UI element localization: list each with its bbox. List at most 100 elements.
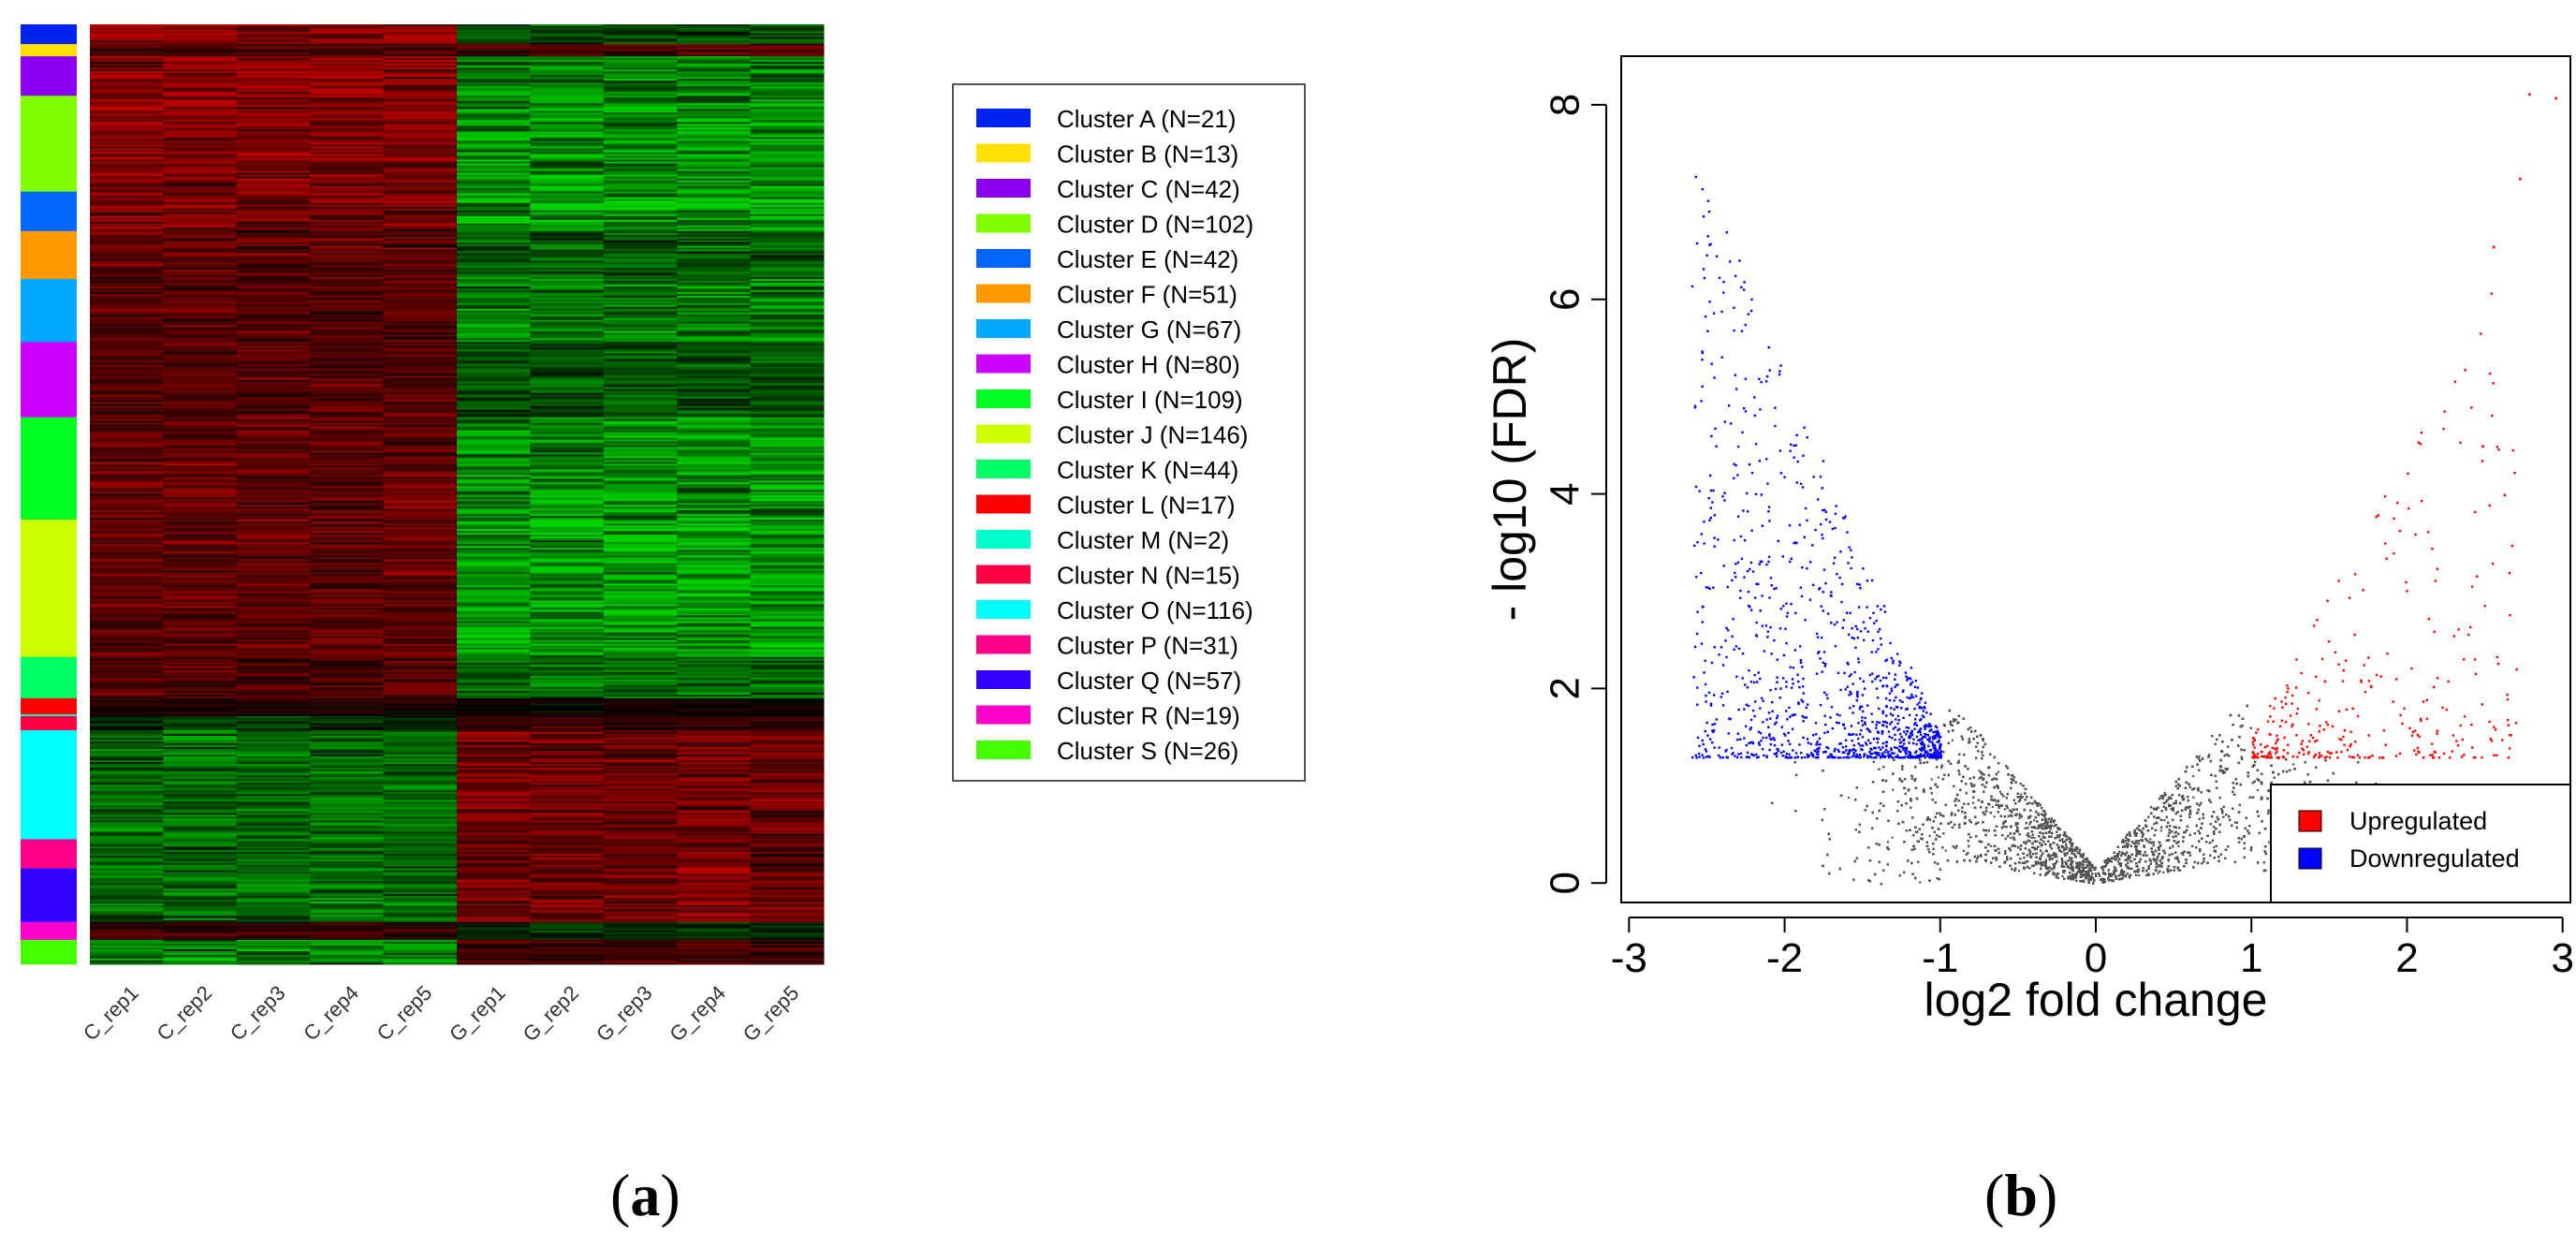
heatmap-cell: [236, 304, 311, 308]
heatmap-cell: [163, 308, 238, 312]
heatmap-cell: [383, 206, 458, 210]
heatmap-cell: [236, 206, 311, 210]
heatmap-cell: [236, 240, 311, 243]
heatmap-cell: [90, 62, 164, 65]
heatmap-cell: [457, 286, 531, 289]
heatmap-cell: [677, 302, 752, 306]
heatmap-cell: [457, 62, 531, 65]
heatmap-cell: [750, 291, 825, 295]
heatmap-cell: [383, 178, 458, 182]
heatmap-cell: [383, 75, 458, 78]
heatmap-cell: [530, 169, 605, 172]
heatmap-cell: [677, 273, 752, 276]
heatmap-cell: [236, 127, 311, 130]
heatmap-cell: [457, 202, 531, 206]
heatmap-cell: [310, 120, 385, 123]
heatmap-cell: [530, 182, 605, 185]
heatmap-cell: [603, 167, 678, 170]
heatmap-cell: [603, 79, 678, 81]
heatmap-cell: [603, 116, 678, 119]
heatmap-cell: [530, 232, 605, 236]
heatmap-cell: [383, 329, 458, 331]
heatmap-cell: [163, 223, 238, 227]
heatmap-cell: [677, 62, 752, 65]
heatmap-cell: [90, 146, 164, 150]
cluster-bar-16: [21, 868, 77, 923]
heatmap-cell: [457, 24, 531, 27]
heatmap-cell: [677, 200, 752, 204]
heatmap-cell: [383, 124, 458, 126]
heatmap-cell: [677, 286, 752, 289]
heatmap-cell: [457, 54, 531, 57]
heatmap-cell: [677, 321, 752, 325]
heatmap-cell: [677, 146, 752, 150]
heatmap-cell: [603, 95, 678, 98]
heatmap-cell: [457, 295, 531, 299]
heatmap-cell: [530, 302, 605, 306]
heatmap-cell: [383, 114, 458, 117]
heatmap-cell: [677, 150, 752, 154]
heatmap-cell: [383, 82, 458, 85]
heatmap-cell: [163, 330, 238, 333]
heatmap-cell: [603, 139, 678, 141]
heatmap-cell: [236, 110, 311, 113]
heatmap-cell: [236, 135, 311, 138]
heatmap-cell: [750, 264, 825, 267]
heatmap-cell: [90, 257, 164, 259]
heatmap-cell: [603, 172, 678, 176]
heatmap-cell: [310, 159, 385, 163]
heatmap-cell: [677, 66, 752, 68]
heatmap-cell: [163, 202, 238, 206]
heatmap-cell: [383, 299, 458, 302]
heatmap-cell: [457, 213, 531, 217]
heatmap-cell: [383, 283, 458, 286]
heatmap-cell: [603, 308, 678, 312]
heatmap-cell: [677, 133, 752, 136]
heatmap-cell: [383, 321, 458, 325]
heatmap-cell: [236, 202, 311, 206]
heatmap-cell: [90, 281, 164, 284]
heatmap-cell: [310, 122, 385, 125]
heatmap-cell: [310, 287, 385, 291]
heatmap-cell: [677, 260, 752, 263]
heatmap-cell: [383, 139, 458, 141]
heatmap-cell: [383, 142, 458, 146]
heatmap-cell: [750, 228, 825, 232]
heatmap-cell: [603, 58, 678, 61]
heatmap-cell: [90, 82, 164, 85]
heatmap-cell: [530, 236, 605, 240]
heatmap-cell: [163, 253, 238, 256]
heatmap-cell: [750, 217, 825, 221]
heatmap-cell: [530, 47, 605, 51]
heatmap-cell: [90, 139, 164, 141]
heatmap-cell: [530, 79, 605, 81]
heatmap-cell: [457, 69, 531, 72]
heatmap-cell: [677, 329, 752, 331]
heatmap-cell: [750, 304, 825, 308]
heatmap-cell: [603, 332, 678, 335]
heatmap-cell: [750, 92, 825, 95]
heatmap-cell: [750, 295, 825, 299]
heatmap-cell: [677, 82, 752, 85]
heatmap-cell: [677, 58, 752, 61]
heatmap-cell: [457, 268, 531, 271]
heatmap-cell: [163, 213, 238, 217]
heatmap-cell: [457, 114, 531, 117]
heatmap-cell: [750, 127, 825, 130]
heatmap-cell: [163, 60, 238, 63]
heatmap-cell: [310, 169, 385, 172]
heatmap-cell: [310, 94, 385, 96]
heatmap-cell: [603, 155, 678, 159]
heatmap-cell: [603, 176, 678, 180]
heatmap-cell: [750, 312, 825, 315]
heatmap-cell: [677, 314, 752, 317]
heatmap-cell: [530, 161, 605, 165]
heatmap-cell: [750, 213, 825, 217]
heatmap-cell: [603, 327, 678, 330]
heatmap-cell: [677, 154, 752, 157]
heatmap-cell: [457, 140, 531, 144]
heatmap-cell: [603, 213, 678, 217]
heatmap-cell: [603, 243, 678, 247]
heatmap-cell: [383, 47, 458, 51]
heatmap-cell: [603, 275, 678, 278]
